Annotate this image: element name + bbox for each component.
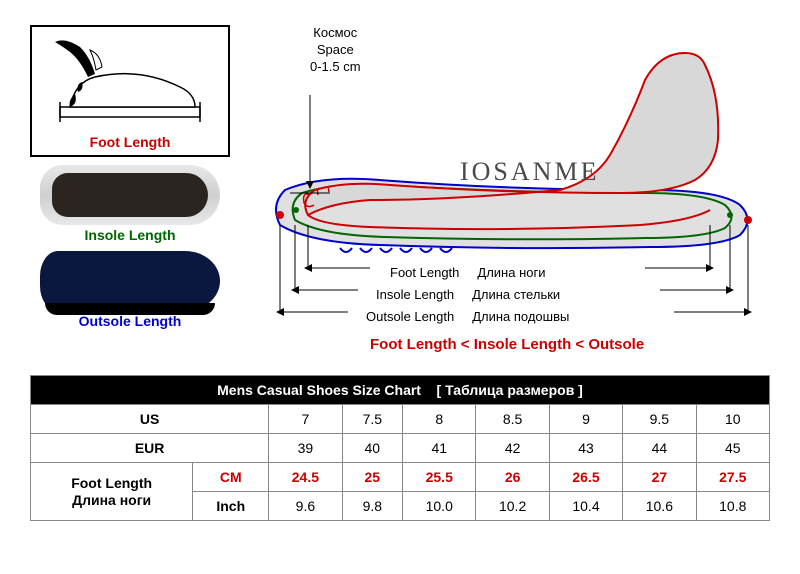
outsole-length-label: Outsole Length [79,313,182,329]
inch-1: 9.8 [342,492,402,521]
cm-row: Foot Length Длина ноги CM 24.5 25 25.5 2… [31,463,770,492]
inch-2: 10.0 [403,492,476,521]
cm-4: 26.5 [549,463,622,492]
brand-text: IOSANME [460,155,599,189]
shoe-diagram: Космос Space 0-1.5 cm IOSANME Foot Lengt… [250,25,770,355]
m3-ru: Длина подошвы [472,309,569,324]
measure-foot: Foot Length Длина ноги [390,265,545,280]
cm-3: 26 [476,463,549,492]
foot-length-label: Foot Length [90,134,171,150]
foot-en: Foot Length [39,475,184,492]
eur-6: 45 [696,434,769,463]
inch-3: 10.2 [476,492,549,521]
inequality-text: Foot Length < Insole Length < Outsole [370,335,644,355]
inch-6: 10.8 [696,492,769,521]
us-1: 7.5 [342,405,402,434]
us-header: US [31,405,269,434]
eur-1: 40 [342,434,402,463]
size-chart-table: Mens Casual Shoes Size Chart [ Таблица р… [30,375,770,521]
outsole-length-box: Outsole Length [30,251,230,329]
us-2: 8 [403,405,476,434]
left-panel: Foot Length Insole Length Outsole Length [30,25,230,355]
measure-insole: Insole Length Длина стельки [376,287,560,302]
us-row: US 7 7.5 8 8.5 9 9.5 10 [31,405,770,434]
foot-length-box: Foot Length [30,25,230,157]
cm-0: 24.5 [269,463,342,492]
eur-5: 44 [623,434,696,463]
us-6: 10 [696,405,769,434]
m1-en: Foot Length [390,265,459,280]
inch-header: Inch [193,492,269,521]
us-3: 8.5 [476,405,549,434]
cm-5: 27 [623,463,696,492]
foot-measure-illustration [40,32,220,132]
inch-5: 10.6 [623,492,696,521]
measure-outsole: Outsole Length Длина подошвы [366,309,569,324]
cm-header: CM [193,463,269,492]
us-4: 9 [549,405,622,434]
space-label: Космос Space 0-1.5 cm [310,25,361,76]
title-en: Mens Casual Shoes Size Chart [217,382,421,398]
space-en: Space [310,42,361,59]
foot-header: Foot Length Длина ноги [31,463,193,521]
eur-0: 39 [269,434,342,463]
m2-ru: Длина стельки [472,287,560,302]
cm-2: 25.5 [403,463,476,492]
eur-header: EUR [31,434,269,463]
insole-length-label: Insole Length [85,227,176,243]
m1-ru: Длина ноги [477,265,545,280]
m2-en: Insole Length [376,287,454,302]
title-ru: [ Таблица размеров ] [437,382,583,398]
eur-4: 43 [549,434,622,463]
inch-4: 10.4 [549,492,622,521]
m3-en: Outsole Length [366,309,454,324]
inch-0: 9.6 [269,492,342,521]
eur-3: 42 [476,434,549,463]
table-title: Mens Casual Shoes Size Chart [ Таблица р… [31,376,770,405]
insole-photo [40,165,220,225]
eur-row: EUR 39 40 41 42 43 44 45 [31,434,770,463]
us-0: 7 [269,405,342,434]
foot-ru: Длина ноги [39,492,184,509]
outsole-photo [40,251,220,311]
space-val: 0-1.5 cm [310,59,361,76]
eur-2: 41 [403,434,476,463]
cm-6: 27.5 [696,463,769,492]
insole-length-box: Insole Length [30,165,230,243]
space-ru: Космос [310,25,361,42]
cm-1: 25 [342,463,402,492]
us-5: 9.5 [623,405,696,434]
